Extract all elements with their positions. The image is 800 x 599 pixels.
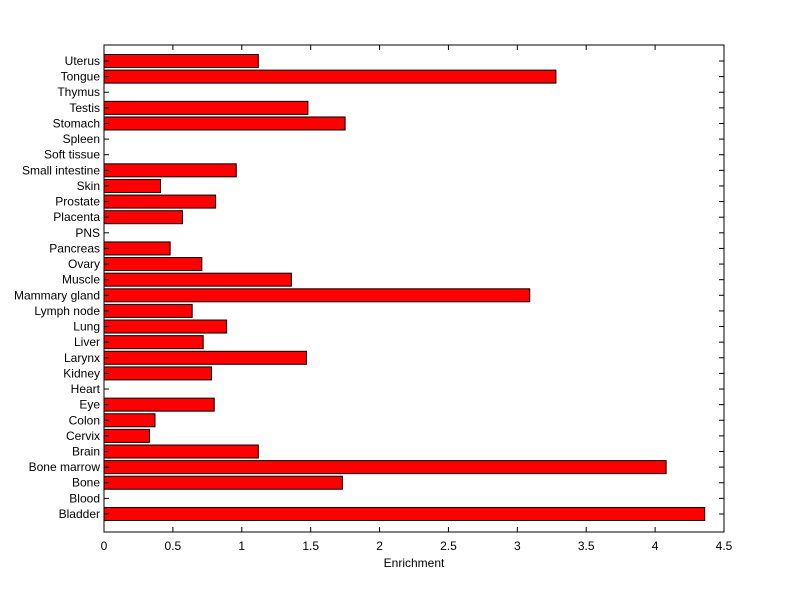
y-tick-label: Bone [72,476,100,490]
bar-stomach [103,116,346,131]
x-tick-label: 1.5 [302,539,319,553]
y-tick-label: Testis [69,101,100,115]
y-tick-label: Eye [79,398,100,412]
bar-pancreas [103,241,171,256]
y-tick-label: Pancreas [49,241,100,255]
bar-testis [103,100,309,115]
bar-cervix [103,428,150,443]
x-tick-label: 0 [101,539,108,553]
y-tick-label: Uterus [65,54,100,68]
x-tick-label: 1 [238,539,245,553]
bar-lymph-node [103,303,193,318]
bar-muscle [103,272,292,287]
bar-prostate [103,194,217,209]
y-tick-label: PNS [75,226,100,240]
y-tick-label: Liver [74,335,100,349]
bar-placenta [103,210,184,225]
x-axis-label: Enrichment [384,556,445,570]
y-tick-label: Lung [73,320,100,334]
y-tick-label: Blood [69,491,100,505]
y-tick-label: Ovary [68,257,100,271]
y-tick-label: Soft tissue [44,148,100,162]
bar-lung [103,319,228,334]
x-tick-label: 3.5 [578,539,595,553]
y-tick-label: Kidney [63,366,100,380]
bar-mammary-gland [103,288,531,303]
y-tick-label: Cervix [66,429,100,443]
y-tick-label: Small intestine [22,163,100,177]
y-tick-label: Thymus [57,85,100,99]
y-tick-label: Prostate [55,195,100,209]
y-tick-label: Skin [77,179,100,193]
bar-uterus [103,54,259,68]
bar-small-intestine [103,163,237,178]
y-tick-label: Stomach [53,116,100,130]
y-tick-label: Spleen [63,132,100,146]
y-tick-label: Heart [71,382,101,396]
bar-skin [103,178,161,193]
y-tick-label: Tongue [61,70,101,84]
y-tick-label: Larynx [64,351,100,365]
y-tick-label: Bladder [59,507,100,521]
bar-bladder [103,506,706,521]
bar-liver [103,335,204,350]
y-tick-label: Placenta [53,210,100,224]
bar-kidney [103,366,212,381]
x-ticks-group: 0 0.5 1 1.5 2 2.5 3 3.5 4 4.5 [101,45,733,553]
bar-brain [103,444,259,459]
bar-tongue [103,69,557,84]
x-tick-label: 0.5 [165,539,182,553]
y-tick-label: Muscle [62,273,100,287]
y-tick-label: Lymph node [34,304,100,318]
x-tick-label: 3 [514,539,521,553]
bar-bone [103,475,343,490]
y-tick-label: Colon [69,413,100,427]
bar-ovary [103,257,203,272]
y-tick-label: Brain [72,445,100,459]
bar-eye [103,397,215,412]
x-tick-label: 2.5 [440,539,457,553]
x-tick-label: 2 [376,539,383,553]
bars-group [103,54,706,521]
y-tick-label: Mammary gland [14,288,100,302]
bar-colon [103,413,156,428]
y-tick-label: Bone marrow [29,460,101,474]
bar-bone-marrow [103,460,667,475]
x-tick-label: 4.5 [716,539,733,553]
bar-larynx [103,350,308,365]
x-tick-label: 4 [652,539,659,553]
